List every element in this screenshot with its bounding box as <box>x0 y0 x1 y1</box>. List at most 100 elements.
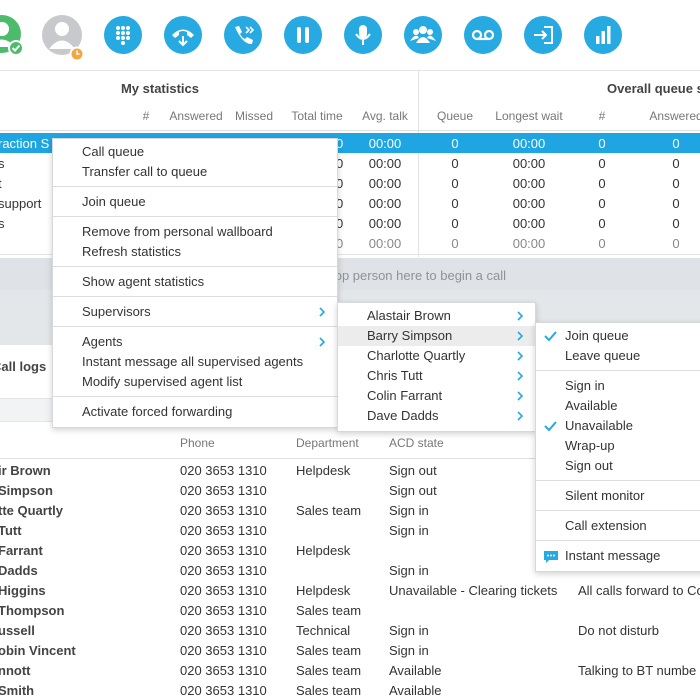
agent-name: Smith <box>0 683 35 698</box>
statistics-cell: 0 <box>672 136 680 151</box>
menu-item-label: Transfer call to queue <box>82 164 208 179</box>
agent-row[interactable]: Dadds 020 3653 1310 Sign in <box>0 560 700 580</box>
menu-separator <box>536 540 700 541</box>
statistics-cell: 00:00 <box>368 176 402 191</box>
agent-acd-state: Sign in <box>389 503 429 518</box>
menu-item-label: Show agent statistics <box>82 274 205 289</box>
hangup-button[interactable] <box>164 16 202 54</box>
menu-item[interactable]: Supervisors <box>53 302 337 322</box>
call-logs-title[interactable]: Call logs <box>0 359 47 374</box>
toolbar <box>0 0 700 71</box>
menu-separator <box>53 396 337 397</box>
menu-item[interactable]: Alastair Brown <box>338 306 535 326</box>
agent-phone: 020 3653 1310 <box>180 583 267 598</box>
menu-item-label: Agents <box>82 334 123 349</box>
menu-item[interactable]: Colin Farrant <box>338 386 535 406</box>
menu-item[interactable]: Available <box>536 396 700 416</box>
menu-item[interactable]: Instant message all supervised agents <box>53 352 337 372</box>
dialpad-button[interactable] <box>104 16 142 54</box>
menu-item[interactable]: Instant message <box>536 546 700 566</box>
statistics-cell: 0 <box>672 156 680 171</box>
agent-phone: 020 3653 1310 <box>180 543 267 558</box>
agent-acd-state: Sign in <box>389 623 429 638</box>
drop-zone-text: Drop person here to begin a call <box>321 268 507 283</box>
agent-row[interactable]: Simpson 020 3653 1310 Sign out <box>0 480 700 500</box>
agent-row[interactable]: obin Vincent 020 3653 1310 Sales team Sign … <box>0 640 700 660</box>
menu-item[interactable]: Dave Dadds <box>338 406 535 426</box>
voicemail-button[interactable] <box>464 16 502 54</box>
menu-separator <box>53 296 337 297</box>
agent-row[interactable]: Tutt 020 3653 1310 Sign in <box>0 520 700 540</box>
logout-button[interactable] <box>524 16 562 54</box>
agent-row[interactable]: Thompson 020 3653 1310 Sales team <box>0 600 700 620</box>
agent-acd-state: Available <box>389 683 442 698</box>
chat-icon <box>543 546 559 572</box>
menu-item[interactable]: Call extension <box>536 516 700 536</box>
contact-avatar[interactable] <box>41 14 87 62</box>
menu-item[interactable]: Sign out <box>536 456 700 476</box>
menu-separator <box>536 510 700 511</box>
menu-item[interactable]: Modify supervised agent list <box>53 372 337 392</box>
agent-row[interactable]: tte Quartly 020 3653 1310 Sales team Sign i… <box>0 500 700 520</box>
agent-row[interactable]: Higgins 020 3653 1310 Helpdesk Unavailable … <box>0 580 700 600</box>
statistics-button[interactable] <box>584 16 622 54</box>
hold-button[interactable] <box>284 16 322 54</box>
statistics-cell: 00:00 <box>368 216 402 231</box>
menu-item-label: Modify supervised agent list <box>82 374 243 389</box>
agent-row[interactable]: ir Brown 020 3653 1310 Helpdesk Sign out <box>0 460 700 480</box>
menu-item[interactable]: Remove from personal wallboard <box>53 222 337 242</box>
agent-name: Thompson <box>0 603 65 618</box>
menu-item-label: Sign in <box>565 378 605 393</box>
agent-phone: 020 3653 1310 <box>180 623 267 638</box>
overall-statistics-title: Overall queue st <box>607 81 700 96</box>
agent-acd-state: Sign in <box>389 523 429 538</box>
menu-item[interactable]: Show agent statistics <box>53 272 337 292</box>
context-menu: Join queue Leave queue Sign in Available Una… <box>535 322 700 572</box>
agent-row[interactable]: Farrant 020 3653 1310 Helpdesk <box>0 540 700 560</box>
menu-item[interactable]: Chris Tutt <box>338 366 535 386</box>
queue-name: t <box>0 176 2 191</box>
transfer-button[interactable] <box>224 16 262 54</box>
menu-item[interactable]: Join queue <box>536 326 700 346</box>
statistics-cell: 0 <box>672 196 680 211</box>
header-rule <box>0 130 700 131</box>
menu-item[interactable]: Leave queue <box>536 346 700 366</box>
my-avatar[interactable] <box>0 14 26 62</box>
menu-item[interactable]: Wrap-up <box>536 436 700 456</box>
menu-item[interactable]: Charlotte Quartly <box>338 346 535 366</box>
submenu-arrow <box>515 346 525 372</box>
menu-item[interactable]: Transfer call to queue <box>53 162 337 182</box>
agent-note: All calls forward to Co <box>578 583 700 598</box>
menu-item[interactable]: Silent monitor <box>536 486 700 506</box>
agent-row[interactable]: Smith 020 3653 1310 Sales team Available <box>0 680 700 700</box>
agent-name: tte Quartly <box>0 503 64 518</box>
submenu-arrow <box>515 326 525 352</box>
menu-item[interactable]: Call queue <box>53 142 337 162</box>
menu-separator <box>536 370 700 371</box>
queue-name: s <box>0 216 5 231</box>
menu-item-label: Remove from personal wallboard <box>82 224 273 239</box>
statistics-cell: 00:00 <box>512 196 546 211</box>
menu-item[interactable]: Sign in <box>536 376 700 396</box>
menu-item[interactable]: Barry Simpson <box>338 326 535 346</box>
menu-item-label: Barry Simpson <box>367 328 453 343</box>
agent-note: Talking to BT numbe <box>578 663 697 678</box>
statistics-cell: 00:00 <box>368 136 402 151</box>
menu-item[interactable]: Refresh statistics <box>53 242 337 262</box>
conference-button[interactable] <box>404 16 442 54</box>
menu-item[interactable]: Agents <box>53 332 337 352</box>
submenu-arrow <box>317 302 327 328</box>
agent-row[interactable]: ussell 020 3653 1310 Technical Sign in Do no… <box>0 620 700 640</box>
check-mark <box>543 416 557 442</box>
menu-item[interactable]: Join queue <box>53 192 337 212</box>
agent-name: Higgins <box>0 583 46 598</box>
agent-row[interactable]: nnott 020 3653 1310 Sales team Available Tal… <box>0 660 700 680</box>
menu-item-label: Join queue <box>565 328 629 343</box>
menu-item-label: Instant message <box>565 548 661 563</box>
mute-button[interactable] <box>344 16 382 54</box>
statistics-cell: 00:00 <box>512 216 546 231</box>
menu-item[interactable]: Unavailable <box>536 416 700 436</box>
menu-item-label: Dave Dadds <box>367 408 439 423</box>
menu-item[interactable]: Activate forced forwarding <box>53 402 337 422</box>
